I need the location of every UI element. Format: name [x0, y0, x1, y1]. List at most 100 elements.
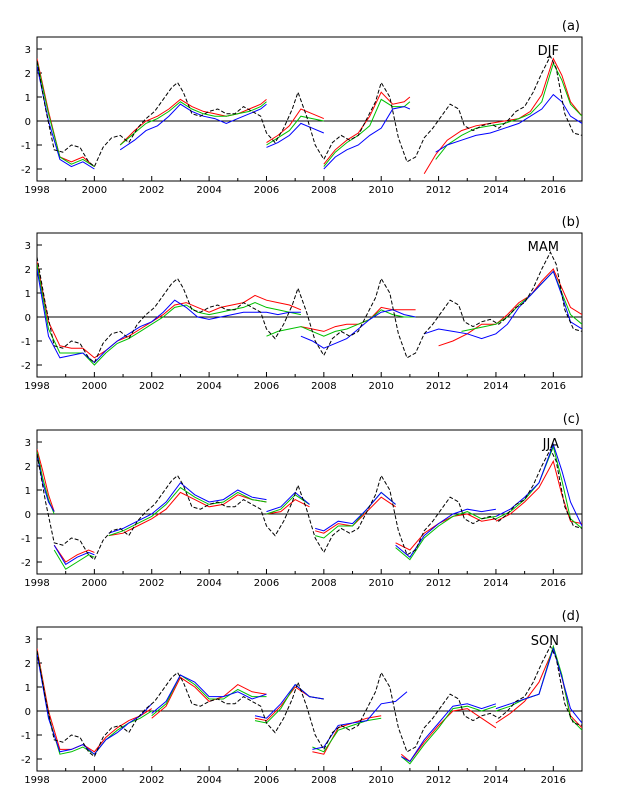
x-tick-label: 2004	[196, 381, 221, 392]
x-tick-label: 2000	[82, 775, 107, 786]
series-line	[435, 93, 582, 153]
season-label: DJF	[538, 44, 559, 59]
series-line	[323, 106, 411, 170]
series-line	[254, 683, 324, 724]
series-line	[315, 496, 396, 534]
season-label: SON	[531, 634, 559, 649]
series-line	[53, 549, 95, 570]
x-tick-label: 1998	[24, 578, 49, 589]
series-line	[495, 442, 582, 527]
x-tick-label: 2012	[426, 381, 451, 392]
x-tick-label: 2010	[368, 185, 393, 196]
series-line	[423, 57, 582, 175]
series-line	[424, 270, 582, 340]
x-tick-label: 2010	[368, 381, 393, 392]
season-label: MAM	[528, 240, 559, 255]
y-tick-label: 2	[25, 69, 31, 80]
series-line	[254, 683, 324, 719]
x-tick-label: 1998	[24, 381, 49, 392]
x-tick-label: 2006	[254, 185, 279, 196]
x-tick-label: 2004	[196, 185, 221, 196]
y-tick-label: 3	[25, 45, 31, 56]
panel-label: (d)	[562, 609, 580, 624]
chart-panel: 1998 2000 2002 2004 2006 2008 2010 2012 2014 2016…	[21, 19, 583, 196]
observed-line	[37, 55, 582, 168]
chart-panel: 1998 2000 2002 2004 2006 2008 2010 2012 2014 2016…	[21, 215, 583, 392]
series-line	[323, 91, 411, 165]
y-tick-label: -2	[21, 361, 31, 372]
series-line	[37, 264, 302, 366]
panel-label: (b)	[562, 215, 580, 230]
x-tick-label: 2016	[541, 578, 566, 589]
series-line	[37, 60, 95, 168]
series-line	[266, 108, 324, 144]
series-line	[53, 544, 95, 563]
series-group	[37, 442, 582, 570]
y-tick-label: -1	[21, 731, 31, 742]
x-tick-label: 1998	[24, 775, 49, 786]
x-tick-label: 2008	[311, 185, 336, 196]
x-tick-label: 2010	[368, 775, 393, 786]
y-tick-label: 3	[25, 438, 31, 449]
x-tick-label: 2000	[82, 185, 107, 196]
plot-frame	[36, 232, 583, 378]
series-line	[53, 544, 95, 566]
x-tick-label: 2000	[82, 578, 107, 589]
x-tick-label: 2012	[426, 185, 451, 196]
y-tick-label: 3	[25, 635, 31, 646]
y-tick-label: -1	[21, 337, 31, 348]
x-tick-label: 2012	[426, 775, 451, 786]
series-line	[119, 103, 267, 151]
x-tick-label: 2006	[254, 578, 279, 589]
y-tick-label: -1	[21, 141, 31, 152]
x-tick-label: 2004	[196, 775, 221, 786]
y-tick-label: 3	[25, 241, 31, 252]
plot-frame	[36, 626, 583, 772]
x-tick-label: 2014	[483, 381, 508, 392]
x-tick-label: 2012	[426, 578, 451, 589]
season-label: JJA	[542, 437, 559, 452]
x-tick-label: 2004	[196, 578, 221, 589]
x-tick-label: 2010	[368, 578, 393, 589]
observed-line	[37, 251, 582, 364]
series-line	[37, 65, 95, 170]
series-group	[37, 55, 582, 175]
x-tick-label: 2008	[311, 381, 336, 392]
series-line	[37, 261, 302, 359]
chart-panel: 1998 2000 2002 2004 2006 2008 2010 2012 2014 2016…	[21, 609, 583, 786]
x-tick-label: 2002	[139, 185, 164, 196]
y-tick-label: 0	[25, 707, 31, 718]
series-line	[37, 268, 301, 364]
series-line	[266, 309, 416, 337]
series-line	[395, 511, 496, 561]
series-line	[108, 491, 267, 537]
series-line	[266, 115, 324, 146]
series-line	[151, 674, 267, 717]
plot-frame	[36, 36, 583, 182]
observed-line	[37, 645, 582, 758]
series-line	[400, 705, 497, 765]
y-tick-label: 1	[25, 486, 31, 497]
y-tick-label: -2	[21, 558, 31, 569]
series-line	[315, 491, 396, 532]
series-line	[37, 58, 95, 167]
x-tick-label: 2008	[311, 578, 336, 589]
y-tick-label: 0	[25, 117, 31, 128]
series-group	[37, 251, 582, 366]
y-tick-label: 1	[25, 289, 31, 300]
x-tick-label: 2016	[541, 381, 566, 392]
panel-label: (c)	[563, 412, 580, 427]
series-line	[37, 648, 152, 753]
x-tick-label: 2002	[139, 775, 164, 786]
series-line	[395, 508, 496, 558]
chart-panel: 1998 2000 2002 2004 2006 2008 2010 2012 2014 2016…	[21, 412, 583, 589]
series-line	[495, 644, 582, 731]
series-line	[119, 98, 267, 146]
series-line	[266, 122, 324, 148]
x-tick-label: 2016	[541, 185, 566, 196]
series-line	[108, 482, 267, 534]
series-line	[300, 309, 416, 349]
x-tick-label: 2002	[139, 381, 164, 392]
series-line	[495, 646, 582, 724]
x-tick-label: 1998	[24, 185, 49, 196]
